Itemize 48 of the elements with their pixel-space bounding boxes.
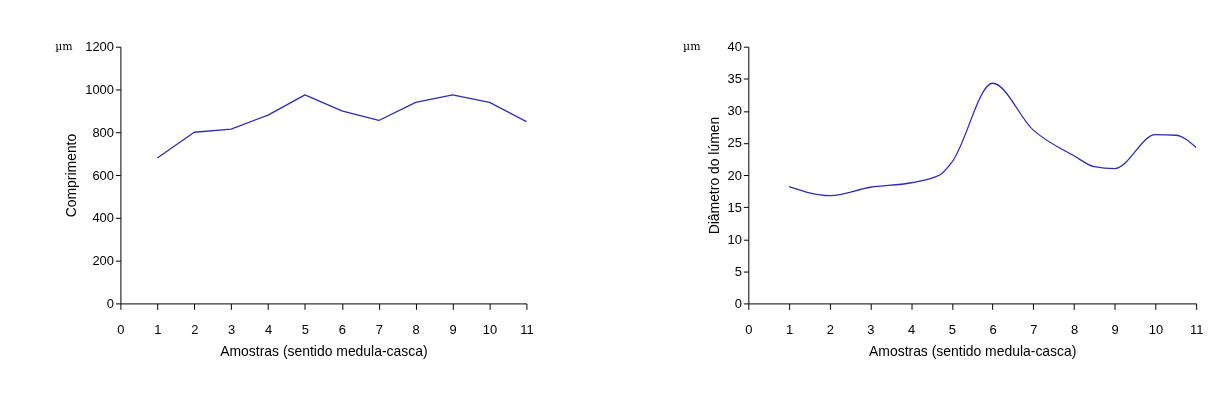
x-tick-label: 3 <box>867 321 875 337</box>
x-tick-label: 0 <box>745 321 753 337</box>
x-tick-label: 7 <box>375 321 383 337</box>
y-tick-label: 1200 <box>85 39 114 55</box>
x-tick-label: 8 <box>1070 321 1079 337</box>
y-tick-label: 40 <box>727 39 742 55</box>
x-tick-label: 1 <box>154 321 162 337</box>
y-tick-label: 800 <box>92 124 114 140</box>
x-tick-label: 4 <box>908 321 916 337</box>
y-tick-label: 0 <box>106 295 114 311</box>
x-tick-label: 9 <box>1111 321 1119 337</box>
y-tick-label: 35 <box>727 71 742 87</box>
x-tick-label: 10 <box>482 321 498 337</box>
x-tick-label: 11 <box>1189 321 1204 337</box>
x-tick-label: 6 <box>989 321 997 337</box>
y-axis-title: Comprimento <box>63 133 80 218</box>
y-tick-label: 20 <box>727 167 742 183</box>
x-tick-label: 0 <box>117 321 125 337</box>
y-tick-label: 5 <box>734 263 742 279</box>
text: µm <box>683 39 702 53</box>
x-tick-label: 7 <box>1030 321 1038 337</box>
x-tick-label: 5 <box>948 321 956 337</box>
y-tick-label: 200 <box>92 253 114 269</box>
y-tick-label: 30 <box>727 103 742 119</box>
line-series <box>788 82 1197 197</box>
x-tick-label: 9 <box>449 321 457 337</box>
y-tick-label: 15 <box>727 199 742 215</box>
x-tick-label: 3 <box>228 321 236 337</box>
text: µm <box>55 39 74 53</box>
x-tick-label: 8 <box>412 321 420 337</box>
x-tick-label: 10 <box>1148 321 1164 337</box>
x-tick-label: 2 <box>826 321 834 337</box>
x-tick-label: 6 <box>338 321 346 337</box>
y-tick-label: 600 <box>92 167 114 183</box>
x-tick-label: 5 <box>301 321 310 337</box>
y-axis-title: Diâmetro do lúmen <box>705 116 722 235</box>
line-series <box>156 94 528 159</box>
x-tick-label: 2 <box>191 321 199 337</box>
y-tick-label: 0 <box>734 295 742 311</box>
y-tick-label: 10 <box>727 231 742 247</box>
x-tick-label: 11 <box>520 321 534 337</box>
x-tick-label: 4 <box>264 321 273 337</box>
x-tick-label: 1 <box>785 321 794 337</box>
x-axis-title: Amostras (sentido medula-casca) <box>220 342 428 359</box>
y-tick-label: 25 <box>727 135 742 151</box>
x-axis-title: Amostras (sentido medula-casca) <box>869 342 1077 359</box>
y-tick-label: 1000 <box>85 81 114 97</box>
y-tick-label: 400 <box>92 210 114 226</box>
